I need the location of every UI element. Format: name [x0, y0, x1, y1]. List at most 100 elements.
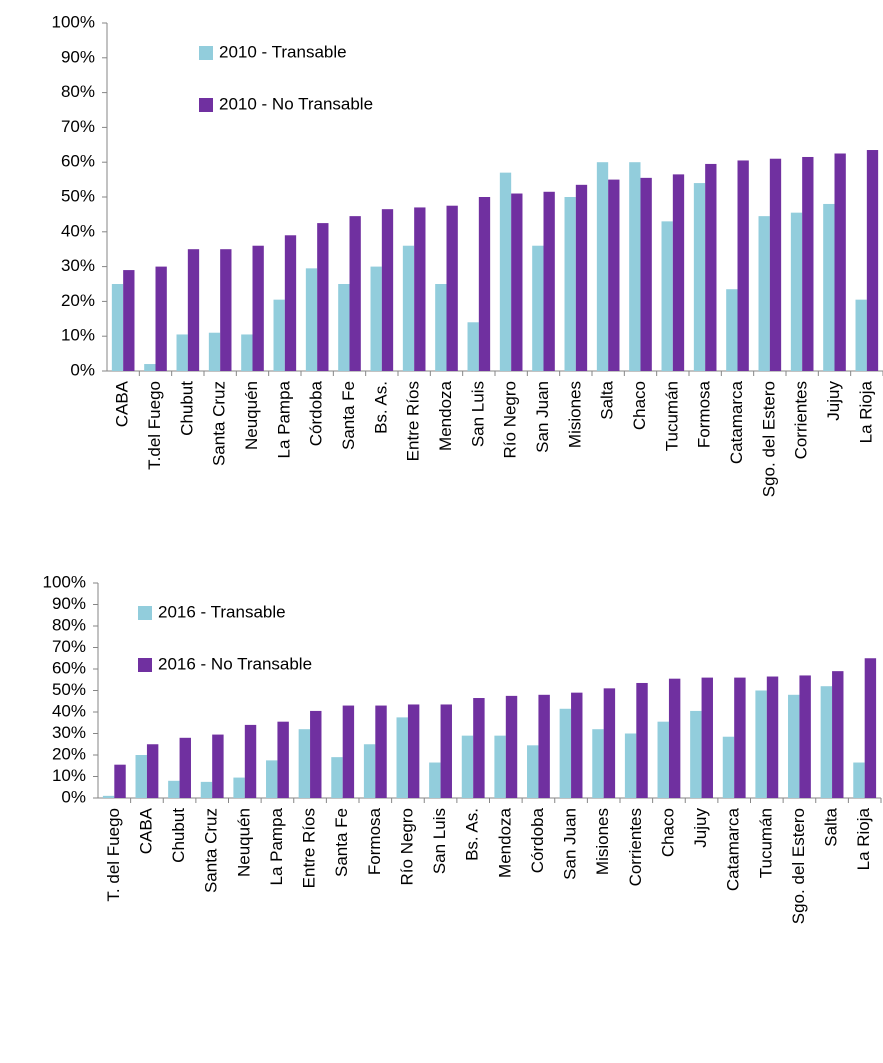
bar — [212, 734, 224, 798]
x-tick-label: Bs. As. — [463, 808, 482, 861]
bar — [396, 717, 408, 798]
bar — [244, 724, 257, 798]
x-tick-label: Córdoba — [528, 807, 547, 873]
bar — [766, 676, 779, 798]
x-tick-label: Sgo. del Estero — [759, 381, 778, 497]
x-tick-label: Jujuy — [824, 381, 843, 421]
x-tick-label: Neuquén — [234, 808, 253, 877]
x-tick-label: Catamarca — [724, 807, 743, 891]
bar — [511, 193, 523, 371]
bar — [722, 736, 735, 798]
y-tick-label: 80% — [52, 615, 86, 634]
bar — [823, 203, 835, 371]
x-tick-label: Salta — [598, 380, 617, 419]
bar — [478, 197, 491, 371]
bar — [603, 688, 616, 798]
x-tick-label: T. del Fuego — [104, 808, 123, 902]
y-tick-label: 0% — [70, 360, 95, 379]
bar — [467, 322, 479, 371]
y-tick-label: 100% — [43, 572, 86, 591]
bar — [575, 184, 588, 371]
bar — [402, 245, 415, 371]
x-tick-label: Córdoba — [307, 380, 326, 446]
bar — [144, 364, 156, 371]
bar — [866, 150, 879, 371]
y-tick-label: 20% — [52, 744, 86, 763]
bar — [440, 704, 452, 798]
x-tick-label: Santa Cruz — [202, 808, 221, 893]
legend-swatch — [199, 46, 213, 60]
bar — [790, 212, 803, 371]
x-tick-label: Formosa — [365, 807, 384, 875]
y-tick-label: 80% — [61, 82, 95, 101]
bar — [381, 209, 394, 371]
bar — [179, 737, 191, 798]
legend-swatch — [199, 98, 213, 112]
bar — [349, 216, 361, 371]
bar — [220, 249, 232, 371]
bar — [168, 780, 180, 798]
bar — [111, 284, 124, 371]
y-tick-label: 10% — [52, 766, 86, 785]
bar — [726, 289, 738, 371]
bar — [802, 156, 814, 371]
bar — [331, 757, 343, 798]
x-tick-label: San Juan — [561, 808, 580, 880]
bar — [769, 158, 782, 371]
y-tick-label: 40% — [61, 221, 95, 240]
bar — [693, 183, 706, 371]
bar — [657, 721, 669, 798]
y-tick-label: 30% — [52, 723, 86, 742]
x-tick-label: Salta — [822, 807, 841, 846]
bar — [298, 729, 311, 798]
bar — [305, 268, 318, 371]
x-tick-label: Formosa — [695, 380, 714, 448]
bar — [832, 671, 844, 798]
x-tick-label: Misiones — [593, 808, 612, 875]
y-tick-label: 70% — [52, 637, 86, 656]
x-tick-label: Corrientes — [792, 381, 811, 459]
x-tick-label: Santa Fe — [339, 381, 358, 450]
x-tick-label: CABA — [136, 807, 155, 854]
bar — [559, 708, 572, 798]
y-tick-label: 60% — [52, 658, 86, 677]
bar — [820, 686, 833, 798]
bar — [317, 223, 329, 371]
bar — [532, 245, 544, 371]
bar — [734, 677, 746, 798]
bar — [363, 744, 376, 798]
y-tick-label: 90% — [52, 594, 86, 613]
bar — [834, 153, 846, 371]
x-tick-label: Tucumán — [662, 381, 681, 451]
bar — [624, 733, 637, 798]
x-tick-label: Mendoza — [495, 807, 514, 877]
bar — [855, 299, 867, 371]
x-tick-label: T.del Fuego — [145, 381, 164, 470]
x-tick-label: Río Negro — [501, 381, 520, 458]
bar — [668, 678, 681, 798]
bar — [277, 721, 289, 798]
bar — [640, 177, 652, 371]
bar — [273, 299, 285, 371]
bar — [636, 682, 648, 798]
x-tick-label: San Luis — [430, 808, 449, 874]
x-tick-label: Corrientes — [626, 808, 645, 886]
bar — [690, 710, 702, 798]
bar — [661, 221, 673, 371]
legend-label: 2016 - Transable — [158, 602, 286, 621]
bar — [672, 174, 685, 371]
bar — [788, 694, 800, 798]
x-tick-label: Jujuy — [691, 808, 710, 848]
x-tick-label: San Juan — [533, 381, 552, 453]
bar — [758, 216, 770, 371]
x-tick-label: CABA — [113, 380, 132, 427]
bar — [701, 677, 713, 798]
x-tick-label: La Pampa — [274, 380, 293, 458]
legend-swatch — [138, 658, 152, 672]
bar — [414, 207, 426, 371]
bar — [342, 705, 355, 798]
bar — [338, 284, 350, 371]
bar — [123, 270, 135, 371]
